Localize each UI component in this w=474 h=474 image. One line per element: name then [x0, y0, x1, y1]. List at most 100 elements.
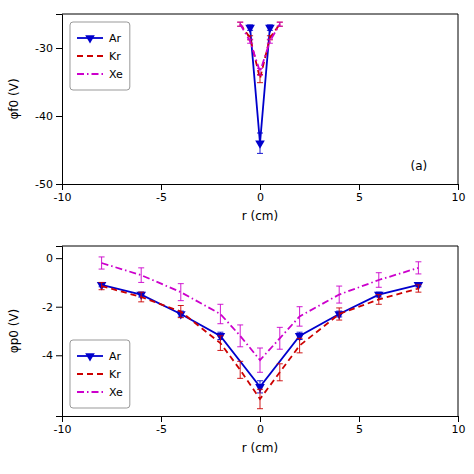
- tick-label: 0: [257, 191, 264, 204]
- tick-label: 0: [257, 423, 264, 436]
- tick: -50: [35, 178, 62, 191]
- error-bar: [277, 327, 283, 349]
- error-bar: [217, 304, 223, 323]
- series: [245, 25, 274, 154]
- axis-line: [63, 417, 459, 423]
- error-bar: [257, 68, 263, 75]
- legend-entry: Xe: [77, 68, 123, 81]
- tick-mark: [458, 416, 459, 422]
- tick-mark: [56, 258, 62, 259]
- legend-entry: Ar: [77, 32, 122, 45]
- frame-line: [458, 246, 459, 416]
- tick: -10: [54, 184, 72, 204]
- tick-mark: [359, 184, 360, 190]
- tick-mark: [56, 48, 62, 49]
- tick: -30: [35, 42, 62, 55]
- tick-label: 5: [356, 191, 363, 204]
- error-bar: [336, 308, 342, 320]
- frame-line: [62, 246, 458, 247]
- tick: -4: [42, 349, 62, 362]
- tick: 0: [46, 252, 62, 265]
- error-bar: [267, 39, 273, 43]
- tick-mark: [56, 116, 62, 117]
- marker: [265, 25, 275, 33]
- legend-swatch: [77, 55, 103, 57]
- y-axis: -50-40-30: [35, 15, 62, 192]
- series: [99, 282, 422, 408]
- legend-label: Ar: [109, 350, 122, 363]
- line: [102, 285, 419, 387]
- error-bar: [297, 338, 303, 353]
- axis-line: [63, 185, 459, 191]
- x-axis: -10 -5 0 5 10: [54, 416, 466, 436]
- tick-label: 0: [46, 252, 53, 265]
- frame-line: [458, 14, 459, 184]
- line: [102, 286, 419, 399]
- error-bar: [217, 336, 223, 351]
- tick-label: -50: [35, 178, 53, 191]
- tick-mark: [260, 184, 261, 190]
- tick-label: -4: [42, 349, 53, 362]
- tick-mark: [359, 416, 360, 422]
- tick: 5: [356, 416, 363, 436]
- tick: -5: [156, 416, 167, 436]
- tick: 0: [257, 184, 264, 204]
- legend-entry: Kr: [77, 50, 121, 63]
- error-bar: [376, 295, 382, 305]
- error-bar: [237, 361, 243, 378]
- error-bar: [415, 262, 421, 274]
- tick: 10: [452, 416, 466, 436]
- error-bar: [257, 389, 263, 408]
- legend-label: Xe: [109, 68, 123, 81]
- tick-label: 10: [452, 423, 466, 436]
- tick-label: 10: [452, 191, 466, 204]
- error-bar: [247, 39, 253, 43]
- tick: -5: [156, 184, 167, 204]
- plot-area: [237, 22, 283, 153]
- tick: -10: [54, 416, 72, 436]
- error-bar: [257, 348, 263, 372]
- tick: 10: [452, 184, 466, 204]
- error-bar: [277, 22, 283, 26]
- legend-box: [70, 340, 130, 408]
- error-bar: [99, 257, 105, 269]
- y-axis-title: φf0 (V): [7, 78, 21, 119]
- legend-box: [70, 22, 130, 90]
- legend-swatch: [85, 35, 95, 43]
- line: [240, 24, 280, 72]
- error-bar: [178, 306, 184, 318]
- tick-label: -10: [54, 191, 72, 204]
- tick-mark: [161, 184, 162, 190]
- error-bar: [237, 22, 243, 26]
- error-bar: [277, 364, 283, 381]
- legend-entry: Xe: [77, 386, 123, 399]
- tick-label: -2: [42, 301, 53, 314]
- legend-entry: Kr: [77, 368, 121, 381]
- panel: -10-50510-4-20r (cm)φp0 (V)ArKrXe: [7, 246, 466, 455]
- frame-line: [62, 14, 458, 15]
- y-axis: -4 -2 0: [42, 247, 62, 417]
- legend-swatch: [77, 391, 103, 393]
- error-bar: [237, 325, 243, 347]
- error-bar: [99, 282, 105, 289]
- plot-area: [97, 257, 423, 409]
- y-axis-title: φp0 (V): [7, 309, 21, 354]
- tick-mark: [458, 184, 459, 190]
- series: [99, 257, 422, 372]
- tick: -2: [42, 301, 62, 314]
- legend-swatch: [77, 373, 103, 375]
- tick-label: -10: [54, 423, 72, 436]
- tick-label: 5: [356, 423, 363, 436]
- line: [102, 263, 419, 360]
- tick-mark: [56, 184, 62, 185]
- legend: Ar Kr Xe: [70, 340, 130, 408]
- tick-label: -5: [156, 191, 167, 204]
- error-bar: [237, 22, 243, 26]
- legend-label: Ar: [109, 32, 122, 45]
- x-axis: -10 -5 0 5 10: [54, 184, 466, 204]
- axis-line: [56, 247, 63, 417]
- tick-label: -30: [35, 42, 53, 55]
- error-bar: [277, 22, 283, 26]
- legend-label: Kr: [109, 368, 121, 381]
- series: [237, 22, 283, 75]
